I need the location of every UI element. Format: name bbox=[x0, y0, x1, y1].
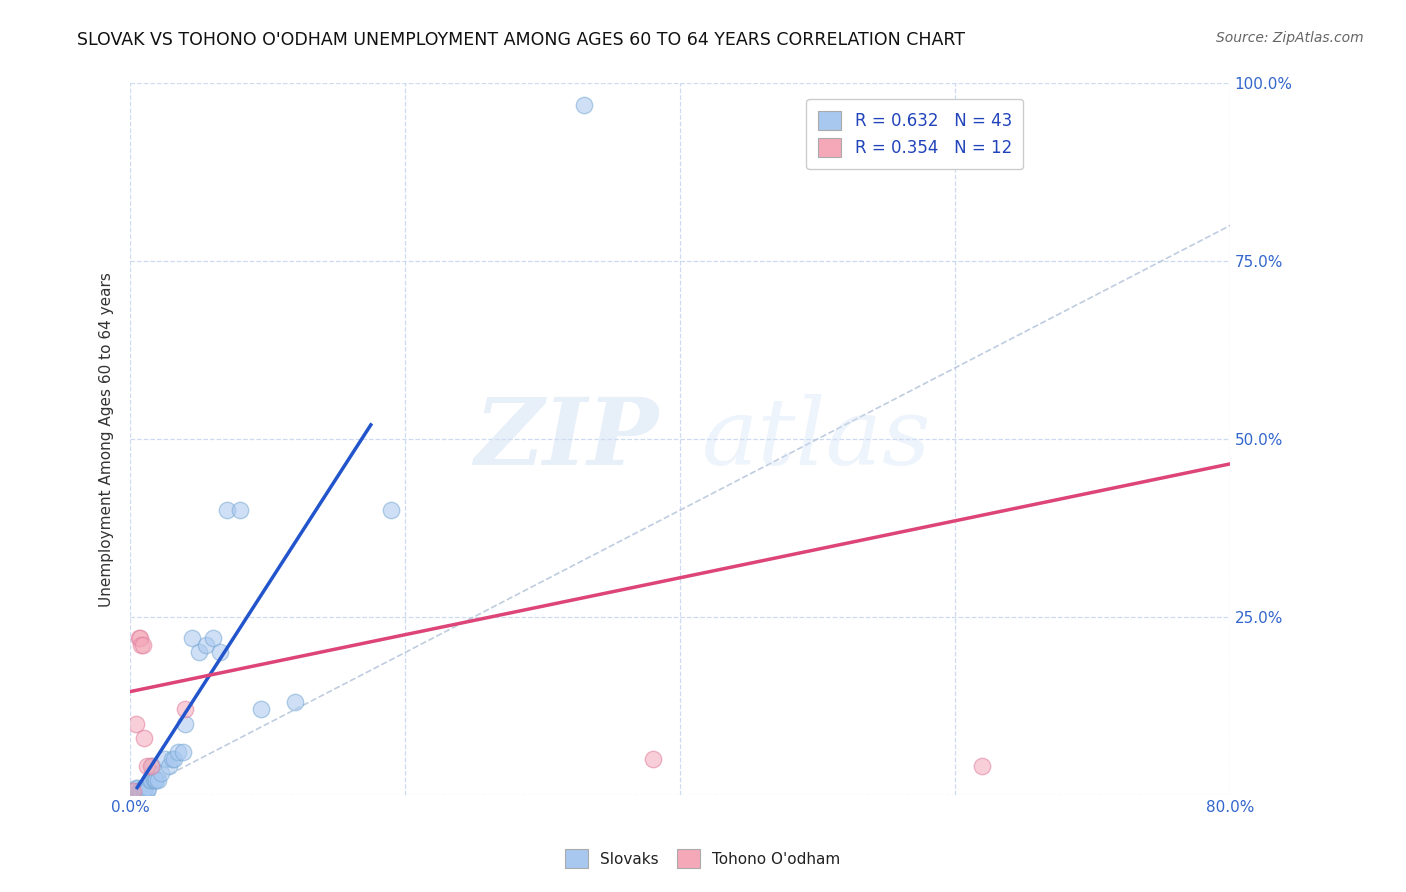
Point bbox=[131, 638, 153, 652]
Point bbox=[131, 784, 153, 798]
Point bbox=[163, 752, 186, 766]
Point bbox=[131, 638, 153, 652]
Point bbox=[127, 780, 149, 795]
Point bbox=[181, 631, 204, 645]
Point bbox=[149, 766, 172, 780]
Point bbox=[201, 631, 224, 645]
Point bbox=[138, 773, 160, 788]
Point bbox=[125, 716, 148, 731]
Point bbox=[380, 503, 402, 517]
Point bbox=[141, 766, 163, 780]
Point bbox=[127, 784, 149, 798]
Point bbox=[142, 773, 165, 788]
Point bbox=[229, 503, 252, 517]
Point bbox=[641, 752, 664, 766]
Point bbox=[132, 784, 155, 798]
Point bbox=[128, 784, 150, 798]
Point bbox=[145, 773, 167, 788]
Point bbox=[208, 645, 231, 659]
Point bbox=[135, 759, 157, 773]
Point bbox=[139, 759, 162, 773]
Point bbox=[174, 716, 197, 731]
Point bbox=[129, 784, 152, 798]
Text: Source: ZipAtlas.com: Source: ZipAtlas.com bbox=[1216, 31, 1364, 45]
Point bbox=[215, 503, 238, 517]
Point bbox=[132, 780, 155, 795]
Point bbox=[160, 752, 183, 766]
Point bbox=[572, 97, 595, 112]
Point bbox=[129, 631, 152, 645]
Point bbox=[153, 752, 176, 766]
Point bbox=[972, 759, 994, 773]
Text: ZIP: ZIP bbox=[474, 394, 658, 484]
Point bbox=[141, 759, 163, 773]
Point bbox=[143, 773, 166, 788]
Point bbox=[122, 784, 145, 798]
Y-axis label: Unemployment Among Ages 60 to 64 years: Unemployment Among Ages 60 to 64 years bbox=[100, 272, 114, 607]
Point bbox=[134, 780, 156, 795]
Point bbox=[146, 773, 169, 788]
Point bbox=[172, 745, 194, 759]
Point bbox=[284, 695, 307, 709]
Legend: Slovaks, Tohono O'odham: Slovaks, Tohono O'odham bbox=[558, 841, 848, 875]
Point bbox=[250, 702, 273, 716]
Point bbox=[125, 780, 148, 795]
Point bbox=[136, 780, 159, 795]
Text: SLOVAK VS TOHONO O'ODHAM UNEMPLOYMENT AMONG AGES 60 TO 64 YEARS CORRELATION CHAR: SLOVAK VS TOHONO O'ODHAM UNEMPLOYMENT AM… bbox=[77, 31, 966, 49]
Point bbox=[188, 645, 211, 659]
Point bbox=[157, 759, 180, 773]
Point bbox=[131, 784, 153, 798]
Point bbox=[167, 745, 190, 759]
Point bbox=[125, 784, 148, 798]
Text: atlas: atlas bbox=[702, 394, 932, 484]
Point bbox=[194, 638, 217, 652]
Point bbox=[174, 702, 197, 716]
Point bbox=[132, 731, 155, 745]
Point bbox=[124, 784, 146, 798]
Point bbox=[131, 780, 153, 795]
Point bbox=[135, 784, 157, 798]
Point bbox=[139, 773, 162, 788]
Point bbox=[128, 631, 150, 645]
Point bbox=[122, 784, 145, 798]
Legend: R = 0.632   N = 43, R = 0.354   N = 12: R = 0.632 N = 43, R = 0.354 N = 12 bbox=[806, 99, 1024, 169]
